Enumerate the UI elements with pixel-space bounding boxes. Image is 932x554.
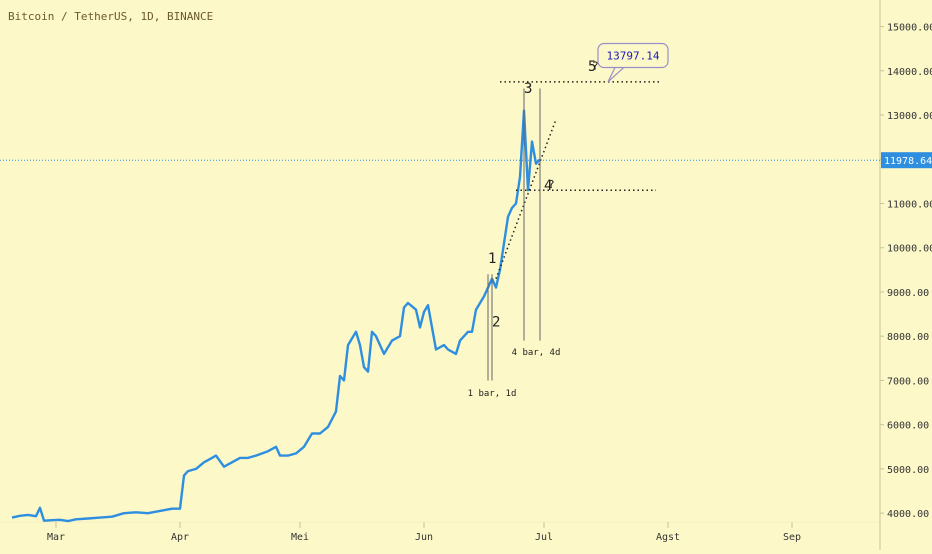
x-tick-label: Jun: [415, 532, 433, 543]
y-tick-label: 5000.00: [887, 465, 929, 476]
y-tick-label: 15000.00: [887, 23, 932, 34]
bar-range-label: 4 bar, 4d: [512, 348, 561, 358]
x-tick-label: Mei: [291, 532, 309, 543]
y-tick-label: 6000.00: [887, 421, 929, 432]
current-price-badge: [881, 152, 932, 169]
x-tick-label: Apr: [171, 532, 189, 543]
y-tick-label: 8000.00: [887, 332, 929, 343]
current-price-label: 11978.64: [884, 156, 932, 167]
y-tick-label: 9000.00: [887, 288, 929, 299]
trend-line: [495, 119, 557, 279]
y-tick-label: 10000.00: [887, 244, 932, 255]
price-series-line: [11, 109, 541, 523]
x-tick-label: Agst: [656, 532, 680, 543]
x-tick-label: Sep: [783, 532, 801, 543]
bar-range-label: 1 bar, 1d: [468, 389, 517, 399]
wave-label: ?: [592, 59, 599, 72]
y-tick-label: 4000.00: [887, 509, 929, 520]
y-tick-label: 7000.00: [887, 376, 929, 387]
y-tick-label: 14000.00: [887, 67, 932, 78]
wave-label: ?: [548, 178, 555, 191]
y-tick-label: 11000.00: [887, 199, 932, 210]
wave-label: 3: [524, 81, 532, 97]
target-callout-text: 13797.14: [607, 50, 660, 63]
target-callout-box: [597, 42, 669, 69]
symbol-title: Bitcoin / TetherUS, 1D, BINANCE: [8, 10, 214, 23]
y-tick-label: 13000.00: [887, 111, 932, 122]
wave-label: 2: [492, 314, 500, 330]
x-tick-label: Mar: [47, 532, 65, 543]
wave-label: 5: [588, 59, 596, 75]
wave-label: 1: [488, 251, 496, 267]
x-tick-label: Jul: [535, 532, 553, 543]
wave-label: 4: [544, 178, 552, 194]
